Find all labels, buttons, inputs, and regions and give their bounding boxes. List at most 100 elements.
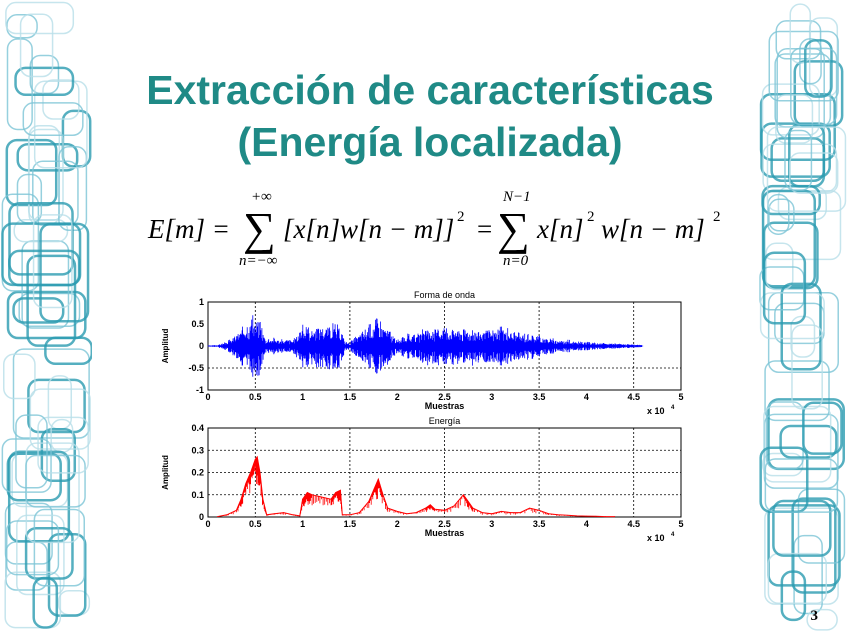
decorative-rounded-rect [6, 290, 87, 340]
y-tick-label: -1 [196, 385, 204, 395]
energy-point [217, 516, 218, 517]
energy-point [349, 514, 351, 516]
energy-chart: 0 0.5 1 1.5 2 2.5 3 3.5 4 4.5 5 0.4 0.3 0.2 0.1 0 Energí… [161, 416, 684, 543]
decorative-rounded-rect [764, 507, 839, 605]
sum2-upper-limit: N−1 [503, 189, 531, 205]
energy-point [368, 501, 370, 502]
x-tick-label: 2.5 [438, 519, 451, 529]
x-axis-label: Muestras [425, 401, 465, 411]
energy-point [425, 507, 426, 509]
x-tick-label: 2 [395, 519, 400, 529]
waveform-series [207, 315, 644, 377]
x-multiplier: x 10 [647, 533, 665, 543]
decorative-rounded-rect [27, 378, 86, 434]
energy-point [519, 512, 521, 513]
energy-point [500, 511, 502, 512]
energy-point [434, 508, 436, 510]
x-multiplier: x 10 [647, 406, 665, 416]
x-tick-label: 1 [300, 519, 305, 529]
decorative-rounded-rect [791, 497, 837, 594]
energy-point [330, 498, 332, 500]
decorative-rounded-rect [762, 143, 838, 193]
energy-point [235, 509, 237, 511]
x-tick-label: 3 [489, 392, 494, 402]
energy-point [548, 513, 549, 515]
decorative-rounded-rect [47, 533, 87, 617]
energy-point [311, 494, 313, 496]
decorative-rounded-rect [5, 138, 58, 207]
sum2-body: x[n] [537, 214, 584, 244]
slide-title-line-1: Extracción de características [146, 67, 714, 113]
x-axis-label: Muestras [425, 528, 465, 538]
energy-point [510, 512, 512, 513]
x-tick-label: 4 [584, 519, 589, 529]
decorative-rounded-rect [42, 79, 80, 120]
decorative-rounded-rect [774, 53, 832, 128]
energy-point [529, 507, 531, 509]
x-tick-label: 3.5 [533, 519, 546, 529]
x-tick-label: 0 [205, 519, 210, 529]
decorative-rounded-rect [793, 534, 823, 615]
decorative-rounded-rect [29, 388, 91, 450]
decorative-rounded-rect [26, 254, 77, 347]
y-tick-label: 0.5 [191, 319, 204, 329]
decorative-rounded-rect [790, 47, 838, 126]
energy-point [292, 514, 294, 516]
y-tick-label: 0.3 [191, 445, 204, 455]
x-tick-label: 3.5 [533, 392, 546, 402]
sum1-exponent: 2 [457, 209, 465, 225]
sum2-sigma: ∑ [497, 203, 530, 254]
x-tick-label: 2 [395, 392, 400, 402]
energy-point [614, 516, 616, 517]
energy-point [415, 512, 417, 513]
energy-point [472, 507, 474, 509]
decorative-rounded-rect [7, 450, 71, 543]
x-multiplier-exponent: 4 [671, 532, 675, 538]
sum1-sigma: ∑ [243, 203, 276, 254]
plots-figure: 0 0.5 1 1.5 2 2.5 3 3.5 4 4.5 5 1 0.5 0 -0.5 -1 Forma de… [150, 285, 700, 547]
x-tick-label: 3 [489, 519, 494, 529]
energy-point [266, 514, 268, 516]
energy-point [491, 513, 493, 515]
decorative-rounded-rect [761, 189, 817, 288]
decorative-rounded-rect [4, 502, 53, 565]
energy-point [387, 507, 389, 509]
y-axis-label: Amplitud [161, 329, 170, 364]
energy-point [586, 515, 587, 517]
energy-point [396, 511, 398, 512]
decorative-rounded-rect [33, 508, 85, 587]
decorative-rounded-rect [4, 571, 62, 629]
energy-point [538, 509, 540, 511]
decorative-rounded-rect [804, 39, 833, 98]
x-tick-label: 0 [205, 392, 210, 402]
decorative-rounded-rect [3, 353, 36, 400]
x-tick-label: 4.5 [627, 519, 640, 529]
energy-point [358, 512, 360, 513]
x-tick-label: 2.5 [438, 392, 451, 402]
decorative-rounded-rect [780, 570, 807, 622]
energy-point [377, 478, 379, 480]
energy-point [341, 514, 343, 516]
equation-lhs: E[m] = [148, 214, 230, 244]
decorative-rounded-rect [29, 54, 60, 95]
x-multiplier-exponent: 4 [671, 405, 675, 411]
energy-point [453, 505, 455, 507]
y-tick-label: 0.2 [191, 468, 204, 478]
y-tick-label: 0.1 [191, 490, 204, 500]
decorative-rounded-rect [19, 13, 54, 78]
decorative-rounded-rect [33, 80, 88, 169]
decorative-rounded-rect [25, 454, 86, 508]
decorative-rounded-rect [22, 102, 84, 137]
sum2-lower-limit: n=0 [503, 253, 529, 269]
energy-point [481, 512, 483, 513]
y-tick-label: 1 [199, 297, 204, 307]
energy-point [429, 504, 431, 506]
decorative-rounded-rect [791, 324, 823, 410]
decorative-rounded-rect [15, 414, 48, 489]
decorative-rounded-rect [763, 405, 832, 483]
decorative-rounded-rect [766, 126, 847, 212]
energy-point [256, 456, 258, 458]
energy-point [463, 494, 464, 496]
energy-point [273, 513, 275, 515]
decorative-rounded-rect [768, 30, 839, 102]
